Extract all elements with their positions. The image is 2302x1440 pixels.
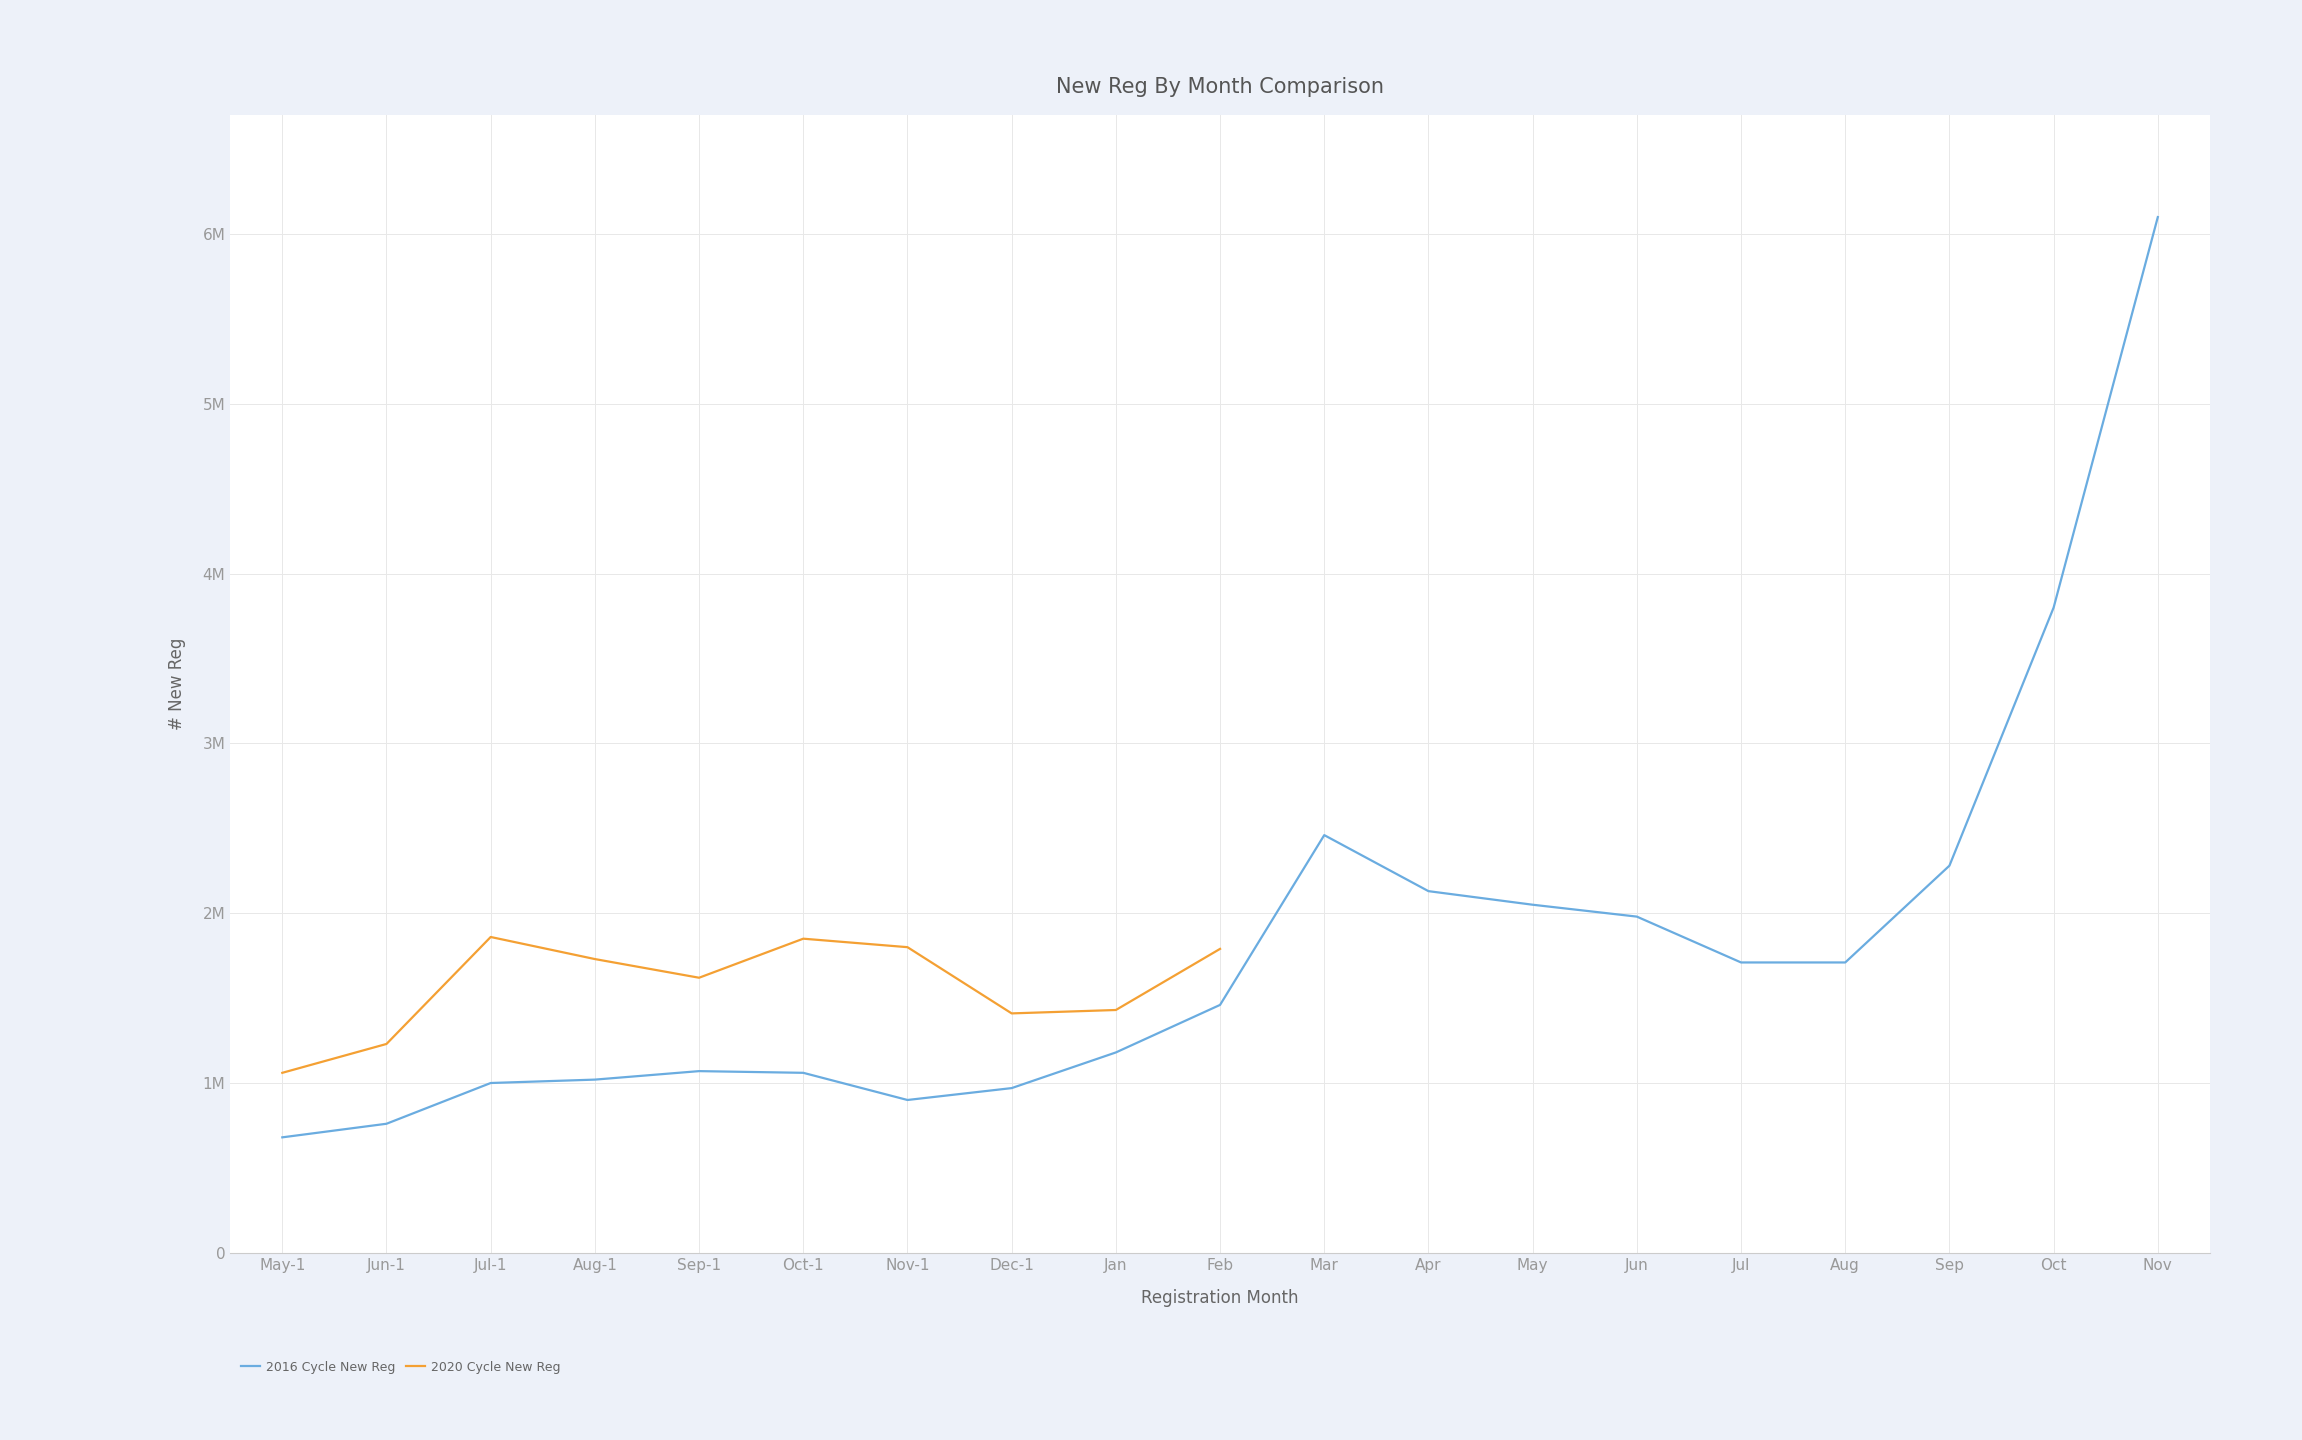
2016 Cycle New Reg bbox=[1310, 827, 1337, 844]
2016 Cycle New Reg bbox=[1832, 953, 1860, 971]
2020 Cycle New Reg bbox=[477, 929, 504, 946]
2016 Cycle New Reg bbox=[269, 1129, 297, 1146]
2016 Cycle New Reg bbox=[790, 1064, 817, 1081]
2016 Cycle New Reg bbox=[1416, 883, 1443, 900]
2020 Cycle New Reg bbox=[997, 1005, 1024, 1022]
2016 Cycle New Reg bbox=[477, 1074, 504, 1092]
2020 Cycle New Reg bbox=[1103, 1001, 1130, 1018]
2016 Cycle New Reg bbox=[373, 1115, 401, 1132]
2016 Cycle New Reg bbox=[997, 1080, 1024, 1097]
2016 Cycle New Reg bbox=[580, 1071, 608, 1089]
2020 Cycle New Reg bbox=[580, 950, 608, 968]
2016 Cycle New Reg bbox=[1103, 1044, 1130, 1061]
2016 Cycle New Reg bbox=[2040, 599, 2067, 616]
X-axis label: Registration Month: Registration Month bbox=[1142, 1289, 1298, 1308]
2016 Cycle New Reg bbox=[686, 1063, 714, 1080]
2016 Cycle New Reg bbox=[893, 1092, 921, 1109]
Line: 2020 Cycle New Reg: 2020 Cycle New Reg bbox=[283, 937, 1220, 1073]
2020 Cycle New Reg bbox=[686, 969, 714, 986]
2020 Cycle New Reg bbox=[269, 1064, 297, 1081]
Line: 2016 Cycle New Reg: 2016 Cycle New Reg bbox=[283, 217, 2157, 1138]
Legend: 2016 Cycle New Reg, 2020 Cycle New Reg: 2016 Cycle New Reg, 2020 Cycle New Reg bbox=[237, 1355, 566, 1378]
2020 Cycle New Reg bbox=[1206, 940, 1234, 958]
2020 Cycle New Reg bbox=[893, 939, 921, 956]
2016 Cycle New Reg bbox=[2143, 209, 2171, 226]
2020 Cycle New Reg bbox=[790, 930, 817, 948]
2016 Cycle New Reg bbox=[1519, 896, 1547, 913]
Y-axis label: # New Reg: # New Reg bbox=[168, 638, 186, 730]
2016 Cycle New Reg bbox=[1623, 909, 1651, 926]
2016 Cycle New Reg bbox=[1206, 996, 1234, 1014]
2016 Cycle New Reg bbox=[1936, 857, 1964, 874]
2020 Cycle New Reg bbox=[373, 1035, 401, 1053]
Title: New Reg By Month Comparison: New Reg By Month Comparison bbox=[1057, 76, 1384, 96]
2016 Cycle New Reg bbox=[1726, 953, 1754, 971]
